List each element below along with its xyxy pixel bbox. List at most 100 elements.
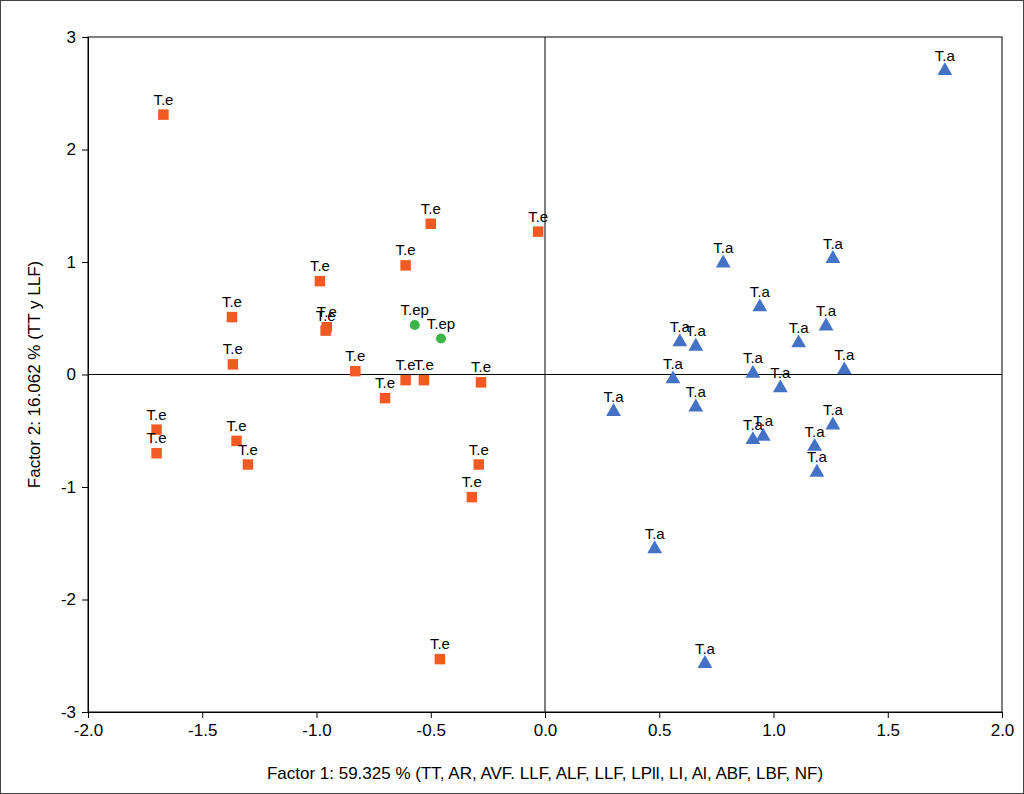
- x-axis-title: Factor 1: 59.325 % (TT, AR, AVF. LLF, AL…: [267, 764, 823, 783]
- points: [151, 62, 952, 668]
- x-tick-mark: [431, 712, 432, 718]
- point-label: T.e: [421, 200, 441, 217]
- point-label: T.a: [713, 239, 734, 256]
- point-label: T.e: [147, 429, 167, 446]
- point-label: T.a: [816, 302, 837, 319]
- point-label: T.e: [375, 374, 395, 391]
- point-label: T.a: [686, 383, 707, 400]
- point-label: T.e: [238, 441, 258, 458]
- point: [810, 464, 825, 477]
- x-tick-mark: [659, 712, 660, 718]
- y-tick-label: -3: [61, 703, 76, 722]
- point-label: T.e: [227, 417, 247, 434]
- y-tick: -2: [61, 590, 88, 609]
- point-label: T.e: [153, 91, 173, 108]
- plot-frame: [88, 37, 1002, 712]
- x-tick-label: -0.5: [417, 721, 446, 740]
- y-tick-mark: [82, 600, 88, 601]
- point: [698, 655, 713, 668]
- x-tick: -1.0: [302, 712, 331, 740]
- x-tick: 0.0: [534, 712, 558, 740]
- x-tick-label: 0.0: [534, 721, 558, 740]
- point: [350, 366, 360, 376]
- point: [752, 298, 767, 311]
- y-tick-label: 2: [67, 140, 76, 159]
- y-tick: 2: [67, 140, 88, 159]
- point-label: T.a: [789, 319, 810, 336]
- point: [716, 255, 731, 268]
- point: [791, 334, 806, 347]
- y-tick-mark: [82, 487, 88, 488]
- x-tick: 1.5: [876, 712, 900, 740]
- point: [533, 226, 543, 236]
- point-labels: T.eT.eT.eT.eT.eT.eT.eT.eT.eT.eT.eT.eT.eT…: [147, 47, 956, 657]
- point-label: T.a: [743, 349, 764, 366]
- point: [826, 417, 841, 430]
- point-label: T.e: [345, 347, 365, 364]
- point-label: T.a: [805, 423, 826, 440]
- x-tick-label: 1.5: [876, 721, 900, 740]
- point: [320, 325, 330, 335]
- point-label: T.a: [935, 47, 956, 64]
- x-tick-mark: [545, 712, 546, 718]
- point: [243, 459, 253, 469]
- point: [666, 370, 681, 383]
- point-label: T.a: [750, 283, 771, 300]
- point: [410, 320, 420, 330]
- x-tick-mark: [202, 712, 203, 718]
- point-label: T.e: [396, 356, 416, 373]
- point: [227, 312, 237, 322]
- y-tick-mark: [82, 712, 88, 713]
- point-label: T.e: [223, 340, 243, 357]
- point-label: T.ep: [401, 301, 429, 318]
- point-label: T.a: [753, 412, 774, 429]
- x-tick-mark: [317, 712, 318, 718]
- y-tick: -3: [61, 703, 88, 722]
- point: [436, 333, 446, 343]
- point: [688, 338, 703, 351]
- point: [937, 62, 952, 75]
- point: [426, 219, 436, 229]
- point: [773, 379, 788, 392]
- x-tick: -1.5: [188, 712, 217, 740]
- x-tick-label: 2.0: [991, 721, 1015, 740]
- point-label: T.e: [316, 307, 336, 324]
- point-label: T.e: [222, 293, 242, 310]
- x-axis-line: [89, 713, 1003, 719]
- point: [467, 492, 477, 502]
- point: [826, 250, 841, 263]
- y-tick-mark: [82, 37, 88, 38]
- point-label: T.a: [686, 322, 707, 339]
- series-2: [606, 62, 952, 668]
- x-tick-mark: [774, 712, 775, 718]
- y-tick-label: 3: [67, 28, 76, 47]
- point: [151, 448, 161, 458]
- x-tick: -0.5: [417, 712, 446, 740]
- point-label: T.a: [823, 401, 844, 418]
- y-tick-label: -2: [61, 590, 76, 609]
- point: [473, 459, 483, 469]
- point-label: T.e: [528, 208, 548, 225]
- point-label: T.a: [823, 235, 844, 252]
- point-label: T.e: [462, 473, 482, 490]
- point: [688, 399, 703, 412]
- point: [476, 377, 486, 387]
- y-tick: -1: [61, 478, 88, 497]
- point: [419, 375, 429, 385]
- y-axis-line: [82, 38, 89, 713]
- point: [400, 260, 410, 270]
- x-tick-mark: [1002, 712, 1003, 718]
- point-label: T.a: [807, 448, 828, 465]
- y-tick-mark: [82, 262, 88, 263]
- point-label: T.e: [310, 257, 330, 274]
- point-label: T.a: [770, 364, 791, 381]
- point-label: T.e: [396, 241, 416, 258]
- y-tick: 0: [67, 365, 88, 384]
- point: [400, 375, 410, 385]
- point-label: T.e: [414, 356, 434, 373]
- x-tick: 1.0: [762, 712, 786, 740]
- x-tick-label: -1.5: [188, 721, 217, 740]
- y-axis-title: Factor 2: 16.062 % (TT y LLF): [25, 261, 44, 488]
- x-tick-mark: [888, 712, 889, 718]
- point: [315, 276, 325, 286]
